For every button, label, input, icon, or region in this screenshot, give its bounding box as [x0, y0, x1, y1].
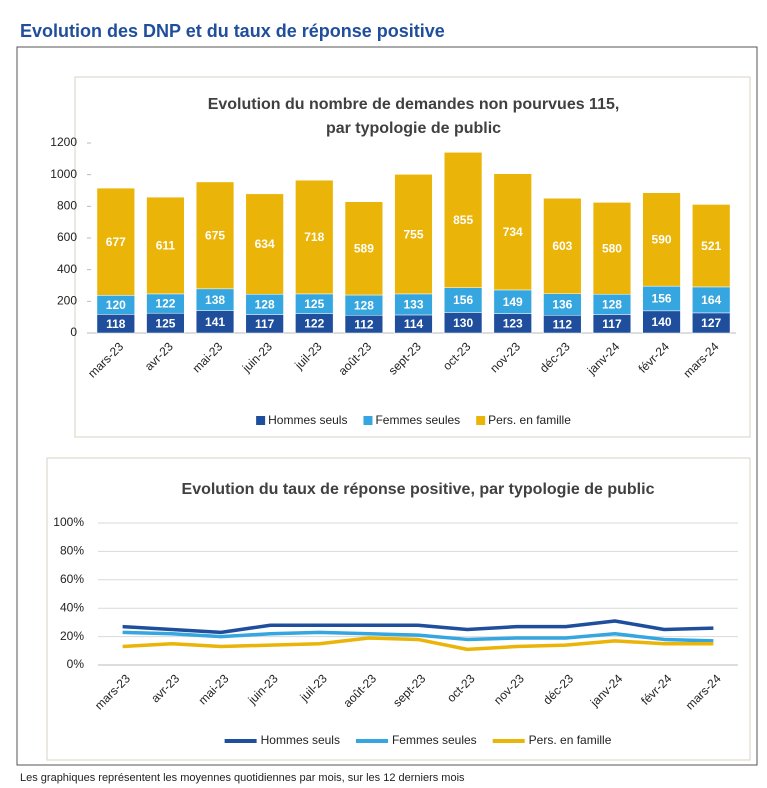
data-label: 734 — [503, 225, 523, 239]
bar-segment — [543, 198, 582, 294]
bar-segment — [692, 286, 731, 314]
line-series — [122, 630, 714, 643]
data-label: 140 — [652, 315, 672, 329]
footnote: Les graphiques représentent les moyennes… — [20, 772, 465, 784]
data-label: 855 — [453, 213, 473, 227]
bar-segment — [493, 173, 532, 291]
bar-segment — [344, 201, 383, 296]
data-label: 677 — [106, 235, 126, 249]
legend-label: Hommes seuls — [261, 733, 340, 747]
legend-label: Hommes seuls — [268, 413, 347, 427]
bar-segment — [444, 152, 483, 288]
data-label: 521 — [701, 239, 721, 253]
legend-label: Pers. en famille — [529, 733, 612, 747]
bar-segment — [295, 179, 334, 295]
bar-segment — [642, 192, 681, 287]
data-label: 114 — [404, 317, 424, 331]
line-series — [122, 619, 714, 635]
bar-segment — [195, 181, 235, 290]
y-tick-label: 60% — [60, 572, 84, 586]
data-label: 120 — [106, 298, 126, 312]
data-label: 117 — [602, 317, 622, 331]
data-label: 675 — [205, 229, 225, 243]
chart-title: Evolution du nombre de demandes non pour… — [208, 96, 620, 113]
y-tick-label: 40% — [60, 600, 84, 614]
y-tick-label: 0% — [67, 657, 85, 671]
bar-segment — [96, 187, 135, 296]
data-label: 136 — [552, 298, 572, 312]
bar-segment — [444, 287, 483, 313]
data-label: 164 — [701, 293, 721, 307]
frame — [16, 46, 758, 766]
y-tick-label: 1200 — [50, 135, 77, 149]
data-label: 718 — [304, 230, 324, 244]
chart-box — [74, 76, 751, 438]
y-tick-label: 0 — [70, 325, 77, 339]
bar-segment — [146, 196, 185, 295]
chart-title: Evolution du taux de réponse positive, p… — [182, 481, 655, 498]
chart-box — [46, 457, 751, 761]
data-label: 133 — [403, 298, 423, 312]
data-label: 149 — [503, 295, 523, 309]
line-series — [122, 636, 714, 652]
legend-swatch — [363, 416, 373, 425]
y-tick-label: 600 — [57, 230, 77, 244]
legend-label: Femmes seules — [392, 733, 477, 747]
data-label: 125 — [304, 297, 324, 311]
legend-label: Femmes seules — [375, 413, 460, 427]
data-label: 128 — [354, 298, 374, 312]
chart-title: par typologie de public — [326, 120, 501, 137]
data-label: 589 — [354, 242, 374, 256]
legend-swatch — [256, 416, 266, 425]
bar-segment — [692, 204, 731, 288]
data-label: 156 — [453, 293, 473, 307]
data-label: 112 — [553, 317, 573, 331]
legend-label: Pers. en famille — [488, 413, 571, 427]
y-tick-label: 1000 — [50, 167, 77, 181]
bar-segment — [394, 174, 433, 295]
page-title: Evolution des DNP et du taux de réponse … — [20, 21, 445, 41]
bar-segment — [592, 202, 632, 295]
data-label: 130 — [453, 316, 473, 330]
data-label: 156 — [652, 292, 672, 306]
y-tick-label: 100% — [53, 515, 84, 529]
y-tick-label: 80% — [60, 544, 84, 558]
data-label: 755 — [403, 227, 423, 241]
data-label: 138 — [205, 293, 225, 307]
data-label: 125 — [155, 316, 175, 330]
y-tick-label: 400 — [57, 262, 77, 276]
data-label: 611 — [156, 239, 176, 253]
data-label: 112 — [354, 317, 374, 331]
data-label: 603 — [552, 239, 572, 253]
data-label: 118 — [106, 317, 126, 331]
y-tick-label: 200 — [57, 294, 77, 308]
data-label: 123 — [503, 316, 523, 330]
data-label: 122 — [155, 297, 175, 311]
data-label: 127 — [701, 316, 721, 330]
data-label: 122 — [304, 317, 324, 331]
bar-segment — [642, 285, 681, 312]
y-tick-label: 800 — [57, 199, 77, 213]
data-label: 141 — [205, 315, 225, 329]
legend-swatch — [476, 416, 486, 425]
data-label: 634 — [255, 237, 275, 251]
data-label: 128 — [602, 298, 622, 312]
data-label: 117 — [255, 317, 275, 331]
data-label: 580 — [602, 241, 622, 255]
data-label: 128 — [255, 298, 275, 312]
y-tick-label: 20% — [60, 629, 84, 643]
bar-segment — [245, 193, 284, 295]
data-label: 590 — [652, 233, 672, 247]
